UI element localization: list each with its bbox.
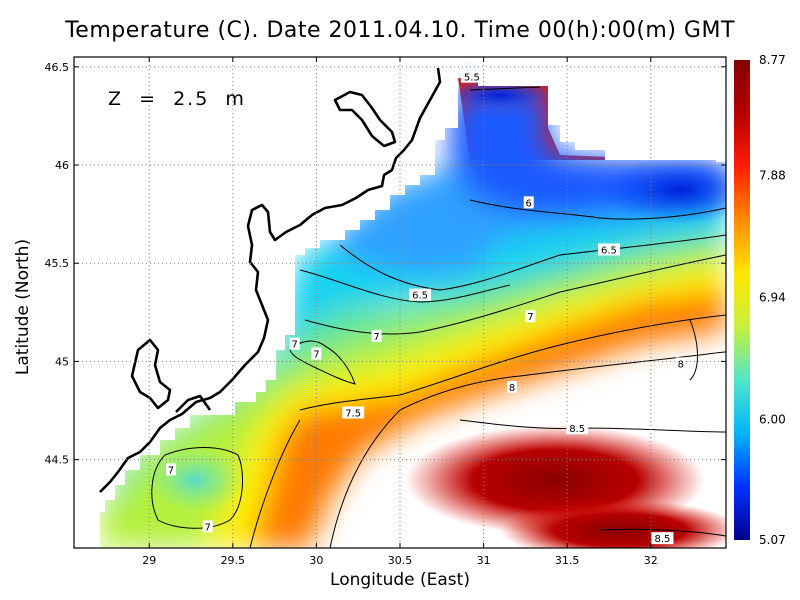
contour-label-bg xyxy=(675,357,686,370)
colorbar-tick-label: 5.07 xyxy=(759,533,786,547)
x-axis-label: Longitude (East) xyxy=(330,570,470,590)
colorbar-tick-label: 6.94 xyxy=(759,290,786,304)
contour-label-bg xyxy=(311,347,322,360)
y-tick-label: 46.5 xyxy=(45,61,70,74)
grid xyxy=(74,57,726,548)
contour-label-bg xyxy=(371,329,382,342)
contour-label: 6 xyxy=(526,198,532,209)
x-tick-label: 30 xyxy=(309,554,323,567)
y-tick-label: 44.5 xyxy=(45,454,70,467)
contour-label: 8.5 xyxy=(569,424,585,435)
y-tick-label: 45 xyxy=(55,355,69,368)
colorbar-scale xyxy=(734,60,750,540)
colorbar-tick-label: 7.88 xyxy=(759,168,786,182)
contour-label-bg xyxy=(409,288,432,301)
contour-label: 8.5 xyxy=(655,534,671,545)
contour-label: 7 xyxy=(168,465,174,476)
y-axis: 44.5 45 45.5 46 46.5 xyxy=(45,61,726,467)
x-tick-label: 32 xyxy=(644,554,658,567)
contour-label-bg xyxy=(523,196,534,209)
x-tick-label: 31.5 xyxy=(555,554,580,567)
contour-label-bg xyxy=(342,406,365,419)
chart-title: Temperature (C). Date 2011.04.10. Time 0… xyxy=(65,18,735,43)
x-tick-label: 30.5 xyxy=(388,554,413,567)
contour-label: 7 xyxy=(313,350,319,361)
temperature-field xyxy=(74,57,726,548)
depth-label: Z = 2.5 m xyxy=(108,88,246,110)
contour-label: 6.5 xyxy=(412,291,428,302)
contour-label: 7 xyxy=(373,332,379,343)
colorbar-tick-label: 6.00 xyxy=(759,412,786,426)
contour-label-bg xyxy=(566,422,589,435)
y-tick-label: 45.5 xyxy=(45,257,70,270)
contour-label: 7 xyxy=(291,340,297,351)
x-tick-label: 31 xyxy=(477,554,491,567)
x-axis: 29 29.5 30 30.5 31 31.5 32 xyxy=(142,57,658,567)
x-tick-label: 29 xyxy=(142,554,156,567)
contour-label-bg xyxy=(460,70,483,83)
contour-label-bg xyxy=(165,463,176,476)
colorbar: 8.77 7.88 6.94 6.00 5.07 xyxy=(734,53,786,547)
x-tick-label: 29.5 xyxy=(221,554,246,567)
contour-label: 7 xyxy=(205,522,211,533)
contour-label: 8 xyxy=(678,359,684,370)
colorbar-tick-label: 8.77 xyxy=(759,53,786,67)
y-axis-label: Latitude (North) xyxy=(13,238,33,376)
contour-label-bg xyxy=(507,380,518,393)
contour-label: 5.5 xyxy=(464,73,480,84)
contour-label-bg xyxy=(597,243,620,256)
contour-label-bg xyxy=(525,310,536,323)
contour-label: 7 xyxy=(527,312,533,323)
contour-label-bg xyxy=(651,532,674,545)
contour-labels: 5.5 6 6.5 6.5 7 7 7 7 7.5 8 8 8.5 7 7 8.5 xyxy=(165,70,686,545)
contour-label: 7.5 xyxy=(345,408,361,419)
contour-label-bg xyxy=(289,337,300,350)
contour-label: 6.5 xyxy=(601,245,617,256)
y-tick-label: 46 xyxy=(55,159,69,172)
contour-label-bg xyxy=(202,520,213,533)
contour-label: 8 xyxy=(509,383,515,394)
